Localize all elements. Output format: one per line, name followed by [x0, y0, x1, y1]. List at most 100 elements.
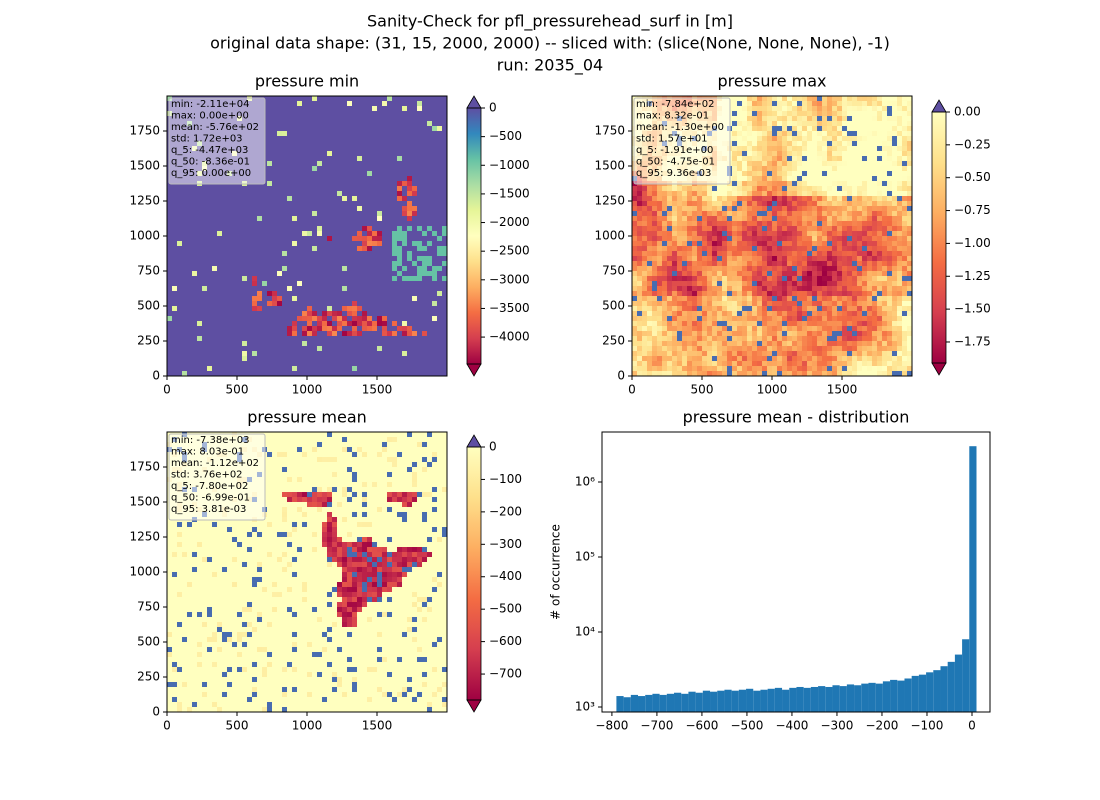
heatmap-cell	[732, 351, 738, 357]
heatmap-cell	[407, 216, 413, 222]
heatmap-cell	[702, 366, 708, 372]
heatmap-cell	[252, 281, 258, 287]
heatmap-cell	[412, 261, 418, 267]
heatmap-cell	[342, 156, 348, 162]
heatmap-cell	[672, 366, 678, 372]
heatmap-cell	[742, 111, 748, 117]
heatmap-cell	[212, 256, 218, 262]
heatmap-cell	[302, 161, 308, 167]
heatmap-cell	[397, 161, 403, 167]
heatmap-cell	[637, 206, 643, 212]
heatmap-cell	[672, 291, 678, 297]
heatmap-cell	[397, 206, 403, 212]
heatmap-cell	[287, 196, 293, 202]
heatmap-cell	[637, 186, 643, 192]
heatmap-cell	[207, 256, 213, 262]
heatmap-cell	[772, 161, 778, 167]
heatmap-cell	[192, 231, 198, 237]
heatmap-cell	[382, 261, 388, 267]
heatmap-cell	[642, 316, 648, 322]
heatmap-cell	[227, 301, 233, 307]
heatmap-cell	[777, 226, 783, 232]
heatmap-cell	[672, 306, 678, 312]
heatmap-cell	[227, 326, 233, 332]
heatmap-cell	[442, 271, 448, 277]
heatmap-cell	[342, 171, 348, 177]
heatmap-cell	[677, 201, 683, 207]
heatmap-cell	[777, 196, 783, 202]
heatmap-cell	[722, 201, 728, 207]
heatmap-cell	[362, 166, 368, 172]
heatmap-cell	[712, 286, 718, 292]
x-tick-label: 1000	[292, 383, 323, 397]
heatmap-cell	[407, 151, 413, 157]
heatmap-cell	[252, 206, 258, 212]
heatmap-cell	[322, 181, 328, 187]
heatmap-cell	[322, 361, 328, 367]
heatmap-cell	[427, 101, 433, 107]
heatmap-cell	[402, 166, 408, 172]
heatmap-cell	[752, 151, 758, 157]
heatmap-cell	[357, 336, 363, 342]
heatmap-cell	[747, 236, 753, 242]
heatmap-cell	[337, 346, 343, 352]
heatmap-cell	[727, 316, 733, 322]
heatmap-cell	[382, 131, 388, 137]
heatmap-cell	[642, 301, 648, 307]
heatmap-cell	[232, 361, 238, 367]
heatmap-cell	[302, 326, 308, 332]
heatmap-cell	[337, 191, 343, 197]
heatmap-cell	[667, 191, 673, 197]
heatmap-cell	[782, 296, 788, 302]
heatmap-cell	[777, 326, 783, 332]
heatmap-cell	[682, 326, 688, 332]
heatmap-cell	[317, 246, 323, 252]
heatmap-cell	[332, 336, 338, 342]
heatmap-cell	[417, 201, 423, 207]
heatmap-cell	[227, 356, 233, 362]
heatmap-cell	[747, 366, 753, 372]
heatmap-cell	[657, 311, 663, 317]
heatmap-cell	[362, 191, 368, 197]
heatmap-cell	[632, 321, 638, 327]
heatmap-cell	[757, 251, 763, 257]
heatmap-cell	[652, 371, 658, 377]
heatmap-cell	[657, 211, 663, 217]
heatmap-cell	[282, 321, 288, 327]
heatmap-cell	[287, 291, 293, 297]
heatmap-cell	[372, 261, 378, 267]
heatmap-cell	[322, 351, 328, 357]
heatmap-cell	[317, 96, 323, 102]
heatmap-cell	[332, 266, 338, 272]
heatmap-cell	[207, 301, 213, 307]
heatmap-cell	[417, 176, 423, 182]
heatmap-cell	[262, 221, 268, 227]
heatmap-cell	[752, 231, 758, 237]
heatmap-cell	[247, 271, 253, 277]
heatmap-cell	[722, 361, 728, 367]
heatmap-cell	[722, 336, 728, 342]
heatmap-cell	[417, 216, 423, 222]
heatmap-cell	[782, 151, 788, 157]
heatmap-cell	[402, 256, 408, 262]
heatmap-cell	[432, 126, 438, 132]
heatmap-cell	[357, 236, 363, 242]
heatmap-cell	[307, 286, 313, 292]
heatmap-cell	[772, 346, 778, 352]
heatmap-cell	[332, 331, 338, 337]
heatmap-cell	[397, 236, 403, 242]
heatmap-cell	[372, 191, 378, 197]
heatmap-cell	[217, 356, 223, 362]
heatmap-cell	[242, 311, 248, 317]
heatmap-cell	[717, 201, 723, 207]
heatmap-cell	[302, 336, 308, 342]
heatmap-cell	[772, 361, 778, 367]
colorbar-tick-label: 0	[489, 101, 497, 115]
heatmap-cell	[427, 226, 433, 232]
heatmap-cell	[742, 296, 748, 302]
heatmap-cell	[252, 216, 258, 222]
heatmap-cell	[297, 96, 303, 102]
heatmap-cell	[752, 196, 758, 202]
heatmap-cell	[387, 216, 393, 222]
heatmap-cell	[382, 126, 388, 132]
